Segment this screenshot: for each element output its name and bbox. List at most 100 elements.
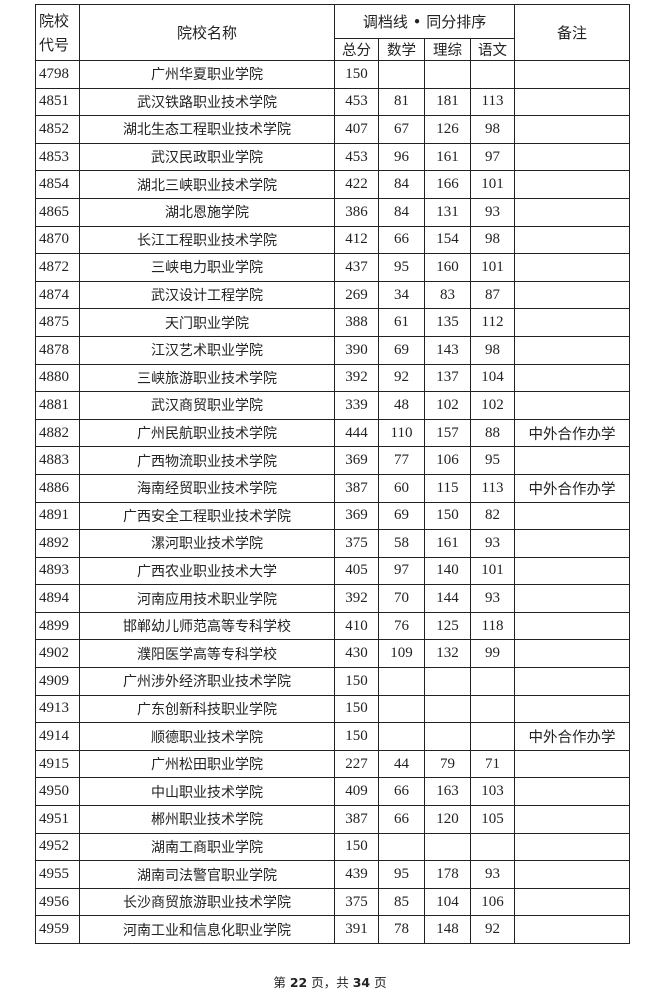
footer-middle: 页，共: [307, 975, 353, 990]
total-score-cell: 150: [334, 722, 379, 751]
table-row: 4955 湖南司法警官职业学院 439 95 178 93: [35, 860, 631, 889]
school-name-cell: 河南应用技术职业学院: [79, 584, 335, 613]
remark-cell: 中外合作办学: [514, 722, 631, 751]
school-name-cell: 天门职业学院: [79, 308, 335, 337]
math-score-cell: 66: [378, 805, 425, 834]
science-score-cell: 79: [424, 749, 471, 779]
remark-cell: [514, 501, 631, 531]
remark-cell: [514, 777, 631, 807]
school-code-cell: 4875: [35, 308, 80, 337]
chinese-score-cell: 113: [469, 87, 516, 117]
table-row: 4894 河南应用技术职业学院 392 70 144 93: [35, 584, 631, 613]
school-code-cell: 4883: [35, 446, 80, 475]
page-footer: 第 22 页，共 34 页: [0, 972, 660, 991]
table-row: 4878 江汉艺术职业学院 390 69 143 98: [35, 335, 631, 365]
school-name-cell: 广西物流职业技术学院: [79, 446, 335, 475]
school-name-cell: 江汉艺术职业学院: [79, 335, 335, 365]
remark-cell: [514, 363, 631, 393]
total-score-cell: 375: [334, 529, 379, 558]
total-score-cell: 392: [334, 584, 379, 613]
school-code-cell: 4959: [35, 915, 80, 944]
school-name-cell: 广东创新科技职业学院: [79, 694, 335, 724]
science-score-cell: 154: [424, 225, 471, 255]
chinese-score-cell: 93: [469, 197, 516, 227]
science-score-cell: [424, 667, 471, 696]
remark-cell: [514, 915, 631, 944]
total-score-cell: 269: [334, 280, 379, 310]
school-code-cell: 4892: [35, 529, 80, 558]
remark-cell: [514, 142, 631, 172]
school-code-cell: 4952: [35, 832, 80, 862]
chinese-score-cell: 95: [469, 446, 516, 475]
table-row: 4892 漯河职业技术学院 375 58 161 93: [35, 529, 631, 558]
remark-cell: [514, 529, 631, 558]
chinese-score-cell: 106: [469, 887, 516, 917]
table-row: 4913 广东创新科技职业学院 150: [35, 694, 631, 724]
math-score-cell: 95: [378, 253, 425, 282]
math-score-cell: 67: [378, 115, 425, 144]
school-name-cell: 三峡旅游职业技术学院: [79, 363, 335, 393]
remark-cell: [514, 60, 631, 89]
chinese-score-cell: 98: [469, 115, 516, 144]
table-row: 4870 长江工程职业技术学院 412 66 154 98: [35, 225, 631, 255]
school-name-cell: 长沙商贸旅游职业技术学院: [79, 887, 335, 917]
math-score-cell: 69: [378, 501, 425, 531]
table-row: 4891 广西安全工程职业技术学院 369 69 150 82: [35, 501, 631, 531]
chinese-score-cell: 93: [469, 860, 516, 889]
school-code-cell: 4880: [35, 363, 80, 393]
chinese-score-cell: 101: [469, 170, 516, 199]
school-code-cell: 4853: [35, 142, 80, 172]
school-code-cell: 4909: [35, 667, 80, 696]
table-row: 4886 海南经贸职业技术学院 387 60 115 113 中外合作办学: [35, 473, 631, 503]
school-code-cell: 4891: [35, 501, 80, 531]
total-score-cell: 150: [334, 694, 379, 724]
science-score-cell: 131: [424, 197, 471, 227]
school-code-cell: 4865: [35, 197, 80, 227]
school-name-cell: 武汉商贸职业学院: [79, 391, 335, 420]
remark-cell: [514, 694, 631, 724]
total-score-cell: 369: [334, 446, 379, 475]
school-name-cell: 郴州职业技术学院: [79, 805, 335, 834]
chinese-score-cell: 98: [469, 225, 516, 255]
total-score-cell: 150: [334, 667, 379, 696]
table-row: 4883 广西物流职业技术学院 369 77 106 95: [35, 446, 631, 475]
science-score-cell: 150: [424, 501, 471, 531]
table-row: 4950 中山职业技术学院 409 66 163 103: [35, 777, 631, 807]
table-row: 4852 湖北生态工程职业技术学院 407 67 126 98: [35, 115, 631, 144]
total-score-cell: 391: [334, 915, 379, 944]
header-remark: 备注: [514, 4, 631, 61]
school-name-cell: 长江工程职业技术学院: [79, 225, 335, 255]
header-total: 总分: [334, 38, 379, 61]
table-row: 4952 湖南工商职业学院 150: [35, 832, 631, 862]
chinese-score-cell: 112: [469, 308, 516, 337]
math-score-cell: 81: [378, 87, 425, 117]
school-name-cell: 湖南工商职业学院: [79, 832, 335, 862]
total-score-cell: 390: [334, 335, 379, 365]
total-score-cell: 409: [334, 777, 379, 807]
total-score-cell: 387: [334, 473, 379, 503]
chinese-score-cell: 103: [469, 777, 516, 807]
math-score-cell: 58: [378, 529, 425, 558]
math-score-cell: 110: [378, 418, 425, 448]
school-code-cell: 4870: [35, 225, 80, 255]
header-school-name: 院校名称: [79, 4, 335, 61]
science-score-cell: 144: [424, 584, 471, 613]
total-score-cell: 453: [334, 87, 379, 117]
math-score-cell: 78: [378, 915, 425, 944]
school-code-cell: 4881: [35, 391, 80, 420]
school-name-cell: 湖北恩施学院: [79, 197, 335, 227]
chinese-score-cell: 101: [469, 253, 516, 282]
science-score-cell: 148: [424, 915, 471, 944]
science-score-cell: [424, 832, 471, 862]
school-code-cell: 4955: [35, 860, 80, 889]
science-score-cell: 163: [424, 777, 471, 807]
table-row: 4851 武汉铁路职业技术学院 453 81 181 113: [35, 87, 631, 117]
school-code-cell: 4854: [35, 170, 80, 199]
table-row: 4865 湖北恩施学院 386 84 131 93: [35, 197, 631, 227]
math-score-cell: 69: [378, 335, 425, 365]
math-score-cell: 77: [378, 446, 425, 475]
science-score-cell: 160: [424, 253, 471, 282]
science-score-cell: 166: [424, 170, 471, 199]
remark-cell: [514, 225, 631, 255]
math-score-cell: 66: [378, 777, 425, 807]
